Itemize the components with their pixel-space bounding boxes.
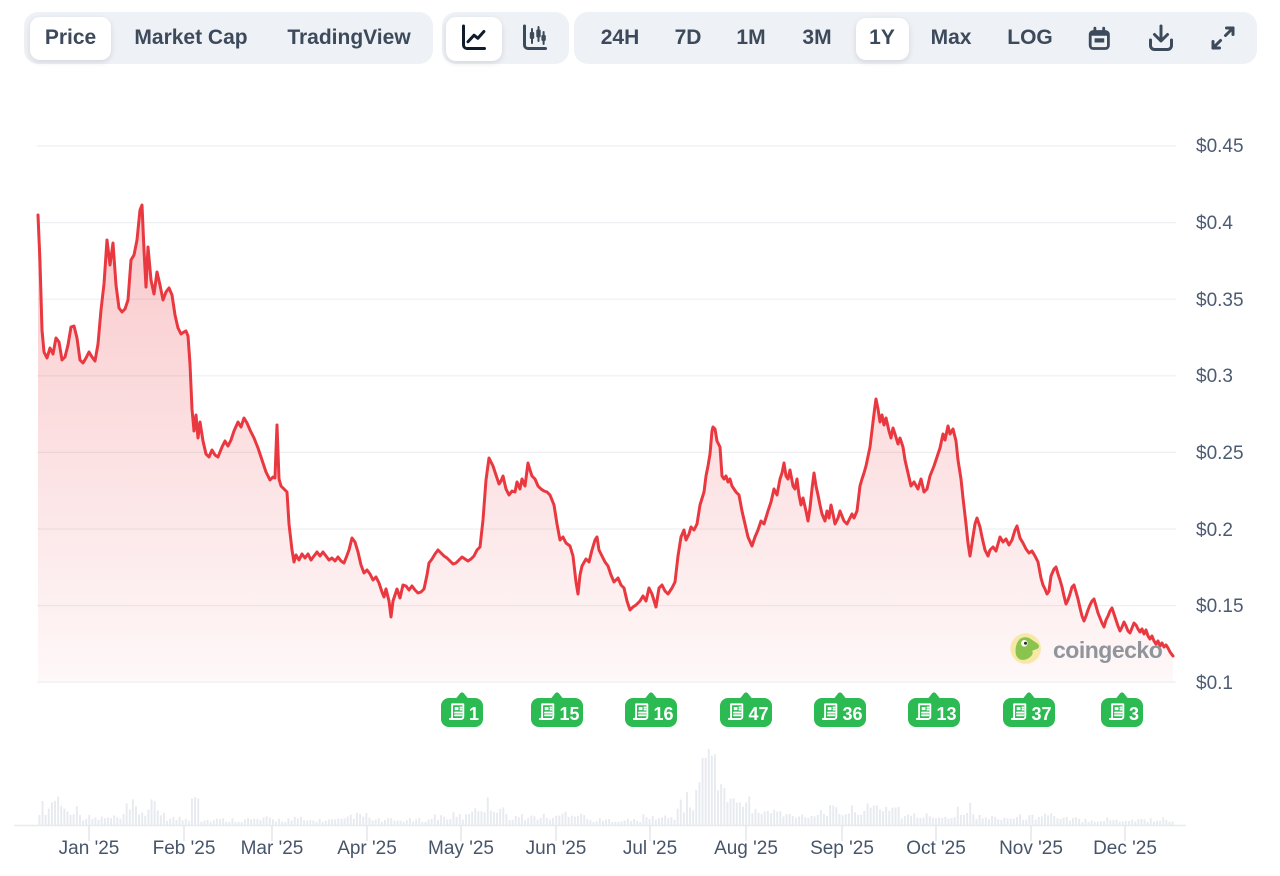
svg-text:Sep '25: Sep '25: [810, 838, 874, 859]
svg-text:Jul '25: Jul '25: [623, 838, 677, 859]
svg-text:$0.35: $0.35: [1196, 290, 1244, 311]
svg-text:Jun '25: Jun '25: [526, 838, 587, 859]
svg-text:Jan '25: Jan '25: [59, 838, 120, 859]
svg-text:Nov '25: Nov '25: [999, 838, 1063, 859]
svg-text:Mar '25: Mar '25: [241, 838, 304, 859]
svg-text:Apr '25: Apr '25: [337, 838, 397, 859]
svg-text:15: 15: [560, 704, 580, 724]
svg-text:37: 37: [1032, 704, 1052, 724]
svg-text:$0.4: $0.4: [1196, 213, 1233, 234]
svg-text:Dec '25: Dec '25: [1093, 838, 1157, 859]
svg-text:1: 1: [469, 704, 479, 724]
svg-text:$0.3: $0.3: [1196, 366, 1233, 387]
svg-text:16: 16: [654, 704, 674, 724]
svg-text:$0.2: $0.2: [1196, 520, 1233, 541]
svg-text:Oct '25: Oct '25: [906, 838, 966, 859]
svg-text:$0.1: $0.1: [1196, 673, 1233, 694]
svg-text:Aug '25: Aug '25: [714, 838, 778, 859]
svg-text:$0.45: $0.45: [1196, 136, 1244, 157]
svg-text:36: 36: [843, 704, 863, 724]
svg-text:Feb '25: Feb '25: [153, 838, 216, 859]
svg-text:$0.15: $0.15: [1196, 596, 1244, 617]
svg-text:May '25: May '25: [428, 838, 494, 859]
svg-text:$0.25: $0.25: [1196, 443, 1244, 464]
svg-text:47: 47: [749, 704, 769, 724]
svg-text:coingecko: coingecko: [1053, 637, 1163, 663]
svg-text:3: 3: [1129, 704, 1139, 724]
svg-text:13: 13: [937, 704, 957, 724]
